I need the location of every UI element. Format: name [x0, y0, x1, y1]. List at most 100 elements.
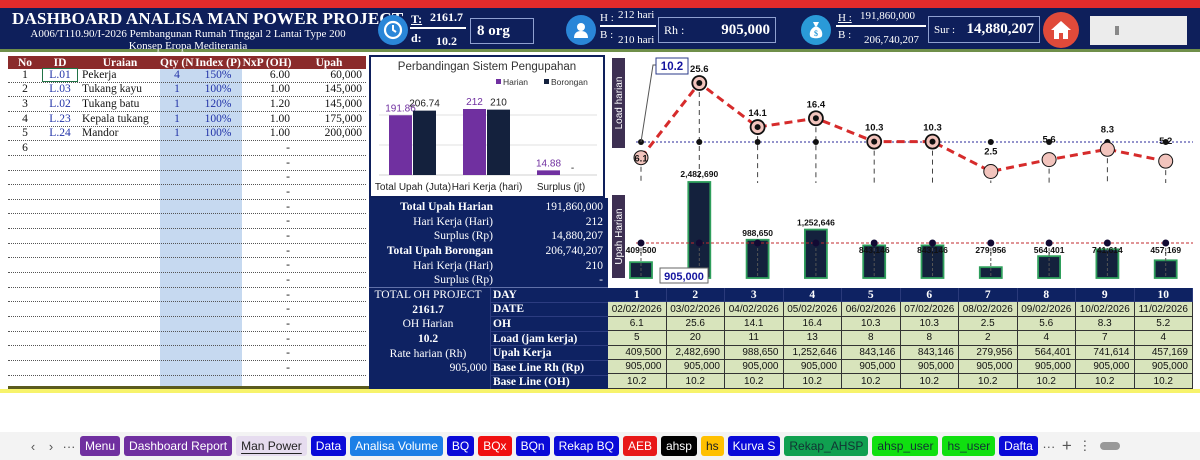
sheet-options-button[interactable]: ⋮	[1078, 438, 1092, 453]
cell-oh[interactable]: 25.6	[666, 316, 725, 332]
cell-upah[interactable]: 279,956	[959, 345, 1018, 360]
blank-button[interactable]	[1090, 16, 1187, 45]
cell-no[interactable]: 1	[22, 68, 28, 81]
sheet-tab-bqn[interactable]: BQn	[515, 436, 550, 456]
cell-nxp[interactable]: 1.00	[269, 83, 290, 96]
more-sheets-button[interactable]: ···	[62, 438, 76, 454]
sheet-tab-hs[interactable]: hs	[700, 436, 724, 456]
cell-date[interactable]: 03/02/2026	[666, 302, 725, 317]
cell-day[interactable]: 2	[666, 288, 725, 303]
sheet-tab-aeb[interactable]: AEB	[622, 436, 657, 456]
cell-date[interactable]: 08/02/2026	[959, 302, 1018, 317]
sheet-tab-dafta[interactable]: Dafta	[999, 436, 1038, 456]
cell-load[interactable]: 2	[959, 331, 1018, 346]
cell-date[interactable]: 11/02/2026	[1134, 302, 1193, 317]
cell-baseline-oh[interactable]: 10.2	[666, 374, 725, 389]
cell-oh[interactable]: 5.6	[1017, 316, 1076, 332]
sheet-tab-data[interactable]: Data	[310, 436, 347, 456]
cell-load[interactable]: 8	[842, 331, 901, 346]
cell-date[interactable]: 07/02/2026	[900, 302, 959, 317]
cell-index[interactable]: 100%	[204, 127, 232, 140]
cell-uraian[interactable]: Tukang batu	[82, 98, 140, 111]
cell-nxp[interactable]: 1.00	[269, 112, 290, 125]
cell-qty[interactable]: 1	[174, 112, 180, 125]
cell-date[interactable]: 10/02/2026	[1076, 302, 1135, 317]
cell-baseline-rh[interactable]: 905,000	[900, 360, 959, 375]
cell-nxp[interactable]: -	[286, 259, 290, 272]
cell-baseline-oh[interactable]: 10.2	[900, 374, 959, 389]
sheet-tab-hs-user[interactable]: hs_user	[942, 436, 996, 456]
cell-oh[interactable]: 10.3	[900, 316, 959, 332]
cell-uraian[interactable]: Mandor	[82, 127, 119, 140]
cell-id[interactable]: L.23	[49, 112, 71, 125]
cell-index[interactable]: 150%	[204, 68, 232, 81]
cell-baseline-rh[interactable]: 905,000	[608, 360, 667, 375]
cell-baseline-oh[interactable]: 10.2	[725, 374, 784, 389]
cell-load[interactable]: 4	[1017, 331, 1076, 346]
cell-nxp[interactable]: -	[286, 273, 290, 286]
sheet-tab-rekap-bq[interactable]: Rekap BQ	[553, 436, 619, 456]
cell-upah[interactable]: 175,000	[324, 112, 362, 125]
cell-no[interactable]: 2	[22, 83, 28, 96]
cell-load[interactable]: 5	[608, 331, 667, 346]
cell-nxp[interactable]: -	[286, 186, 290, 198]
cell-upah[interactable]: 200,000	[324, 127, 362, 140]
cell-nxp[interactable]: -	[286, 361, 290, 374]
cell-id[interactable]: L.01	[42, 67, 78, 82]
cell-upah[interactable]: 988,650	[725, 345, 784, 360]
cell-upah[interactable]: 60,000	[330, 68, 362, 81]
cell-upah[interactable]: 409,500	[608, 345, 667, 360]
cell-load[interactable]: 8	[900, 331, 959, 346]
cell-upah[interactable]: 145,000	[324, 98, 362, 111]
cell-upah[interactable]: 457,169	[1134, 345, 1193, 360]
cell-date[interactable]: 04/02/2026	[725, 302, 784, 317]
cell-oh[interactable]: 6.1	[608, 316, 667, 332]
cell-nxp[interactable]: -	[286, 303, 290, 316]
cell-baseline-oh[interactable]: 10.2	[783, 374, 842, 389]
cell-baseline-rh[interactable]: 905,000	[1017, 360, 1076, 375]
cell-no[interactable]: 4	[22, 112, 28, 125]
cell-index[interactable]: 100%	[204, 83, 232, 96]
cell-oh[interactable]: 16.4	[783, 316, 842, 332]
cell-nxp[interactable]: -	[286, 215, 290, 228]
cell-nxp[interactable]: -	[286, 142, 290, 155]
cell-day[interactable]: 9	[1076, 288, 1135, 303]
cell-date[interactable]: 02/02/2026	[608, 302, 667, 317]
cell-day[interactable]: 10	[1134, 288, 1193, 303]
cell-date[interactable]: 05/02/2026	[783, 302, 842, 317]
cell-nxp[interactable]: 1.00	[269, 127, 290, 140]
cell-oh[interactable]: 10.3	[842, 316, 901, 332]
cell-baseline-oh[interactable]: 10.2	[1076, 374, 1135, 389]
cell-baseline-rh[interactable]: 905,000	[783, 360, 842, 375]
cell-id[interactable]: L.03	[49, 83, 71, 96]
cell-baseline-rh[interactable]: 905,000	[666, 360, 725, 375]
cell-qty[interactable]: 1	[174, 127, 180, 140]
cell-nxp[interactable]: -	[286, 229, 290, 242]
cell-nxp[interactable]: -	[286, 156, 290, 169]
cell-nxp[interactable]: -	[286, 244, 290, 257]
cell-index[interactable]: 120%	[204, 98, 232, 111]
cell-id[interactable]: L.02	[49, 98, 71, 111]
cell-nxp[interactable]: 6.00	[269, 68, 290, 81]
cell-baseline-rh[interactable]: 905,000	[725, 360, 784, 375]
cell-uraian[interactable]: Kepala tukang	[82, 112, 149, 125]
cell-load[interactable]: 11	[725, 331, 784, 346]
cell-qty[interactable]: 4	[174, 68, 180, 81]
cell-nxp[interactable]: -	[286, 332, 290, 345]
cell-day[interactable]: 8	[1017, 288, 1076, 303]
cell-index[interactable]: 100%	[204, 112, 232, 125]
home-icon[interactable]	[1043, 12, 1079, 48]
cell-load[interactable]: 13	[783, 331, 842, 346]
cell-baseline-oh[interactable]: 10.2	[1017, 374, 1076, 389]
sheet-tab-bq[interactable]: BQ	[446, 436, 475, 456]
cell-upah[interactable]: 843,146	[900, 345, 959, 360]
cell-upah[interactable]: 843,146	[842, 345, 901, 360]
cell-day[interactable]: 6	[900, 288, 959, 303]
cell-baseline-rh[interactable]: 905,000	[1076, 360, 1135, 375]
cell-load[interactable]: 7	[1076, 331, 1135, 346]
add-sheet-button[interactable]: +	[1061, 436, 1072, 455]
cell-baseline-rh[interactable]: 905,000	[959, 360, 1018, 375]
sheet-tab-bqx[interactable]: BQx	[478, 436, 512, 456]
next-sheet-button[interactable]: ›	[48, 438, 54, 454]
cell-uraian[interactable]: Pekerja	[82, 68, 117, 81]
